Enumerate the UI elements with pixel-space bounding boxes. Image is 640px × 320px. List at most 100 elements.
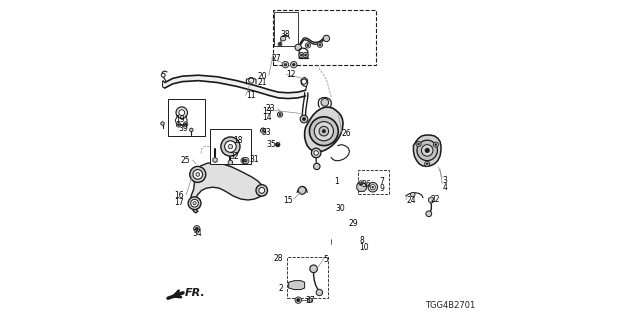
- Circle shape: [316, 289, 323, 296]
- Polygon shape: [305, 107, 343, 152]
- Polygon shape: [213, 157, 217, 163]
- Circle shape: [176, 123, 181, 127]
- Circle shape: [426, 211, 432, 217]
- Circle shape: [243, 159, 245, 162]
- Text: 27: 27: [271, 54, 281, 63]
- Circle shape: [243, 157, 249, 164]
- Text: TGG4B2701: TGG4B2701: [425, 301, 475, 310]
- Circle shape: [228, 144, 233, 149]
- Circle shape: [372, 186, 374, 188]
- Circle shape: [311, 148, 321, 158]
- Circle shape: [278, 112, 283, 117]
- Circle shape: [301, 79, 307, 84]
- Circle shape: [298, 187, 306, 194]
- Circle shape: [193, 202, 196, 205]
- Circle shape: [299, 52, 304, 58]
- Text: 38: 38: [280, 30, 290, 39]
- Circle shape: [435, 144, 436, 146]
- Text: 10: 10: [359, 243, 369, 252]
- Text: 24: 24: [406, 196, 416, 205]
- Polygon shape: [191, 163, 264, 213]
- Circle shape: [161, 73, 165, 77]
- Text: 4: 4: [442, 183, 447, 192]
- Circle shape: [248, 78, 253, 83]
- Polygon shape: [269, 90, 278, 98]
- Circle shape: [194, 226, 200, 232]
- Circle shape: [295, 44, 301, 51]
- Text: 2: 2: [278, 284, 283, 293]
- Circle shape: [189, 166, 206, 182]
- Circle shape: [314, 151, 319, 155]
- Circle shape: [307, 44, 309, 46]
- Circle shape: [360, 182, 363, 186]
- Circle shape: [221, 137, 240, 156]
- Circle shape: [262, 130, 264, 132]
- Text: 31: 31: [249, 155, 259, 164]
- Circle shape: [292, 63, 295, 66]
- Text: 28: 28: [274, 254, 283, 263]
- Circle shape: [279, 114, 281, 116]
- Circle shape: [256, 185, 268, 196]
- Text: 29: 29: [349, 219, 358, 228]
- Polygon shape: [308, 298, 312, 303]
- Circle shape: [319, 44, 321, 46]
- Polygon shape: [298, 90, 306, 98]
- Polygon shape: [161, 122, 164, 125]
- Circle shape: [300, 115, 308, 123]
- Polygon shape: [165, 78, 173, 88]
- Text: 25: 25: [180, 156, 191, 165]
- Polygon shape: [189, 128, 193, 132]
- Circle shape: [422, 145, 433, 156]
- Text: 22: 22: [430, 195, 440, 204]
- Circle shape: [225, 141, 236, 152]
- Circle shape: [282, 61, 289, 68]
- Circle shape: [291, 61, 297, 68]
- Polygon shape: [413, 135, 441, 166]
- Polygon shape: [278, 92, 288, 99]
- Circle shape: [323, 35, 330, 42]
- Circle shape: [278, 42, 282, 46]
- Circle shape: [178, 124, 179, 126]
- Circle shape: [241, 158, 247, 164]
- Text: 18: 18: [233, 136, 243, 145]
- Circle shape: [260, 128, 266, 133]
- Text: 15: 15: [283, 196, 292, 205]
- Circle shape: [305, 54, 307, 56]
- Circle shape: [303, 52, 308, 58]
- Circle shape: [321, 99, 329, 106]
- Circle shape: [310, 117, 339, 146]
- Circle shape: [176, 107, 188, 118]
- Text: 5: 5: [324, 255, 329, 264]
- Text: 35: 35: [266, 140, 276, 149]
- Circle shape: [244, 159, 247, 162]
- Text: 7: 7: [380, 177, 384, 186]
- Circle shape: [358, 181, 364, 187]
- Circle shape: [301, 54, 302, 56]
- Bar: [210, 129, 251, 164]
- Text: 26: 26: [342, 129, 351, 138]
- Text: 32: 32: [230, 152, 239, 161]
- Text: 11: 11: [246, 91, 255, 100]
- Bar: [168, 99, 205, 136]
- Circle shape: [323, 130, 326, 133]
- Circle shape: [191, 199, 198, 207]
- Text: 12: 12: [287, 70, 296, 79]
- Polygon shape: [289, 281, 305, 290]
- Circle shape: [314, 163, 320, 170]
- Circle shape: [279, 43, 281, 45]
- Polygon shape: [288, 92, 298, 99]
- Polygon shape: [173, 76, 182, 84]
- Circle shape: [319, 126, 329, 136]
- Text: 21: 21: [258, 78, 268, 87]
- Circle shape: [302, 117, 306, 121]
- Text: 37: 37: [306, 296, 316, 305]
- Text: 8: 8: [359, 236, 364, 245]
- Text: 19: 19: [175, 116, 185, 124]
- Circle shape: [305, 43, 310, 48]
- Circle shape: [433, 142, 438, 147]
- Circle shape: [425, 148, 429, 153]
- Circle shape: [188, 197, 201, 210]
- Text: 33: 33: [262, 128, 271, 137]
- Circle shape: [275, 142, 280, 147]
- Text: 20: 20: [257, 72, 268, 81]
